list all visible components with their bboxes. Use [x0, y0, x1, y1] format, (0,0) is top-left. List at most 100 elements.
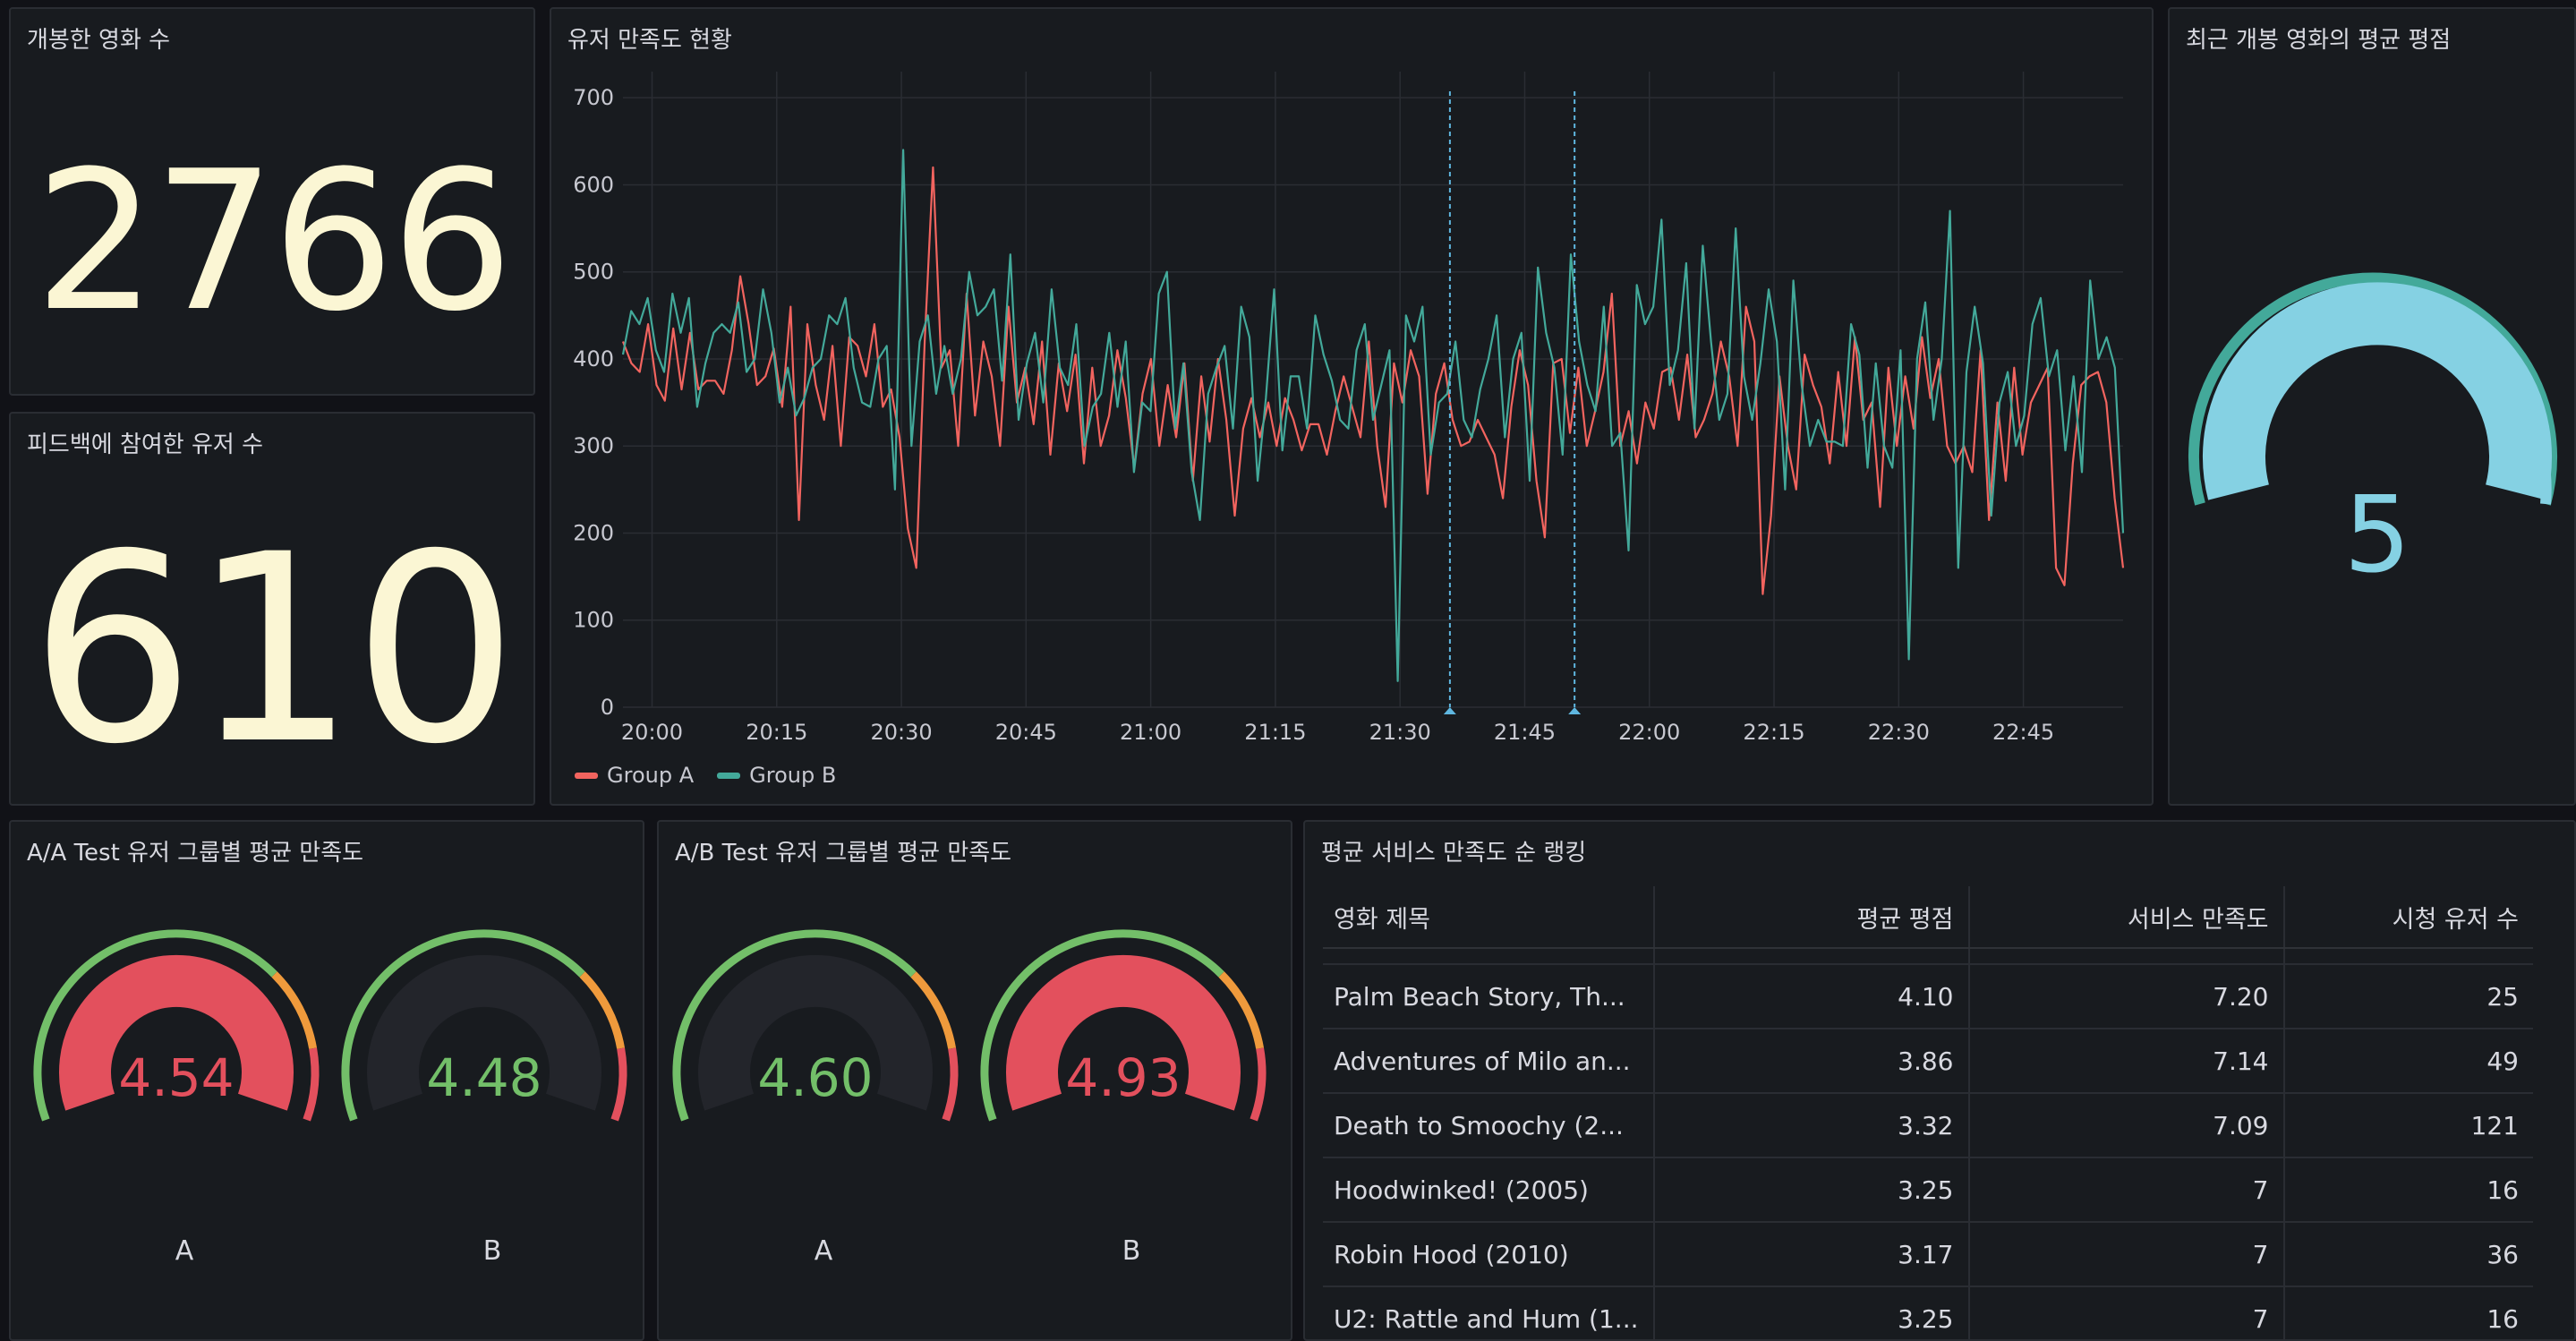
table-row[interactable]: Hoodwinked! (2005) 3.25 7 16 [1323, 1157, 2533, 1223]
series-line-group-a [621, 166, 2125, 595]
aa-test-gauges: 4.54 4.48 [33, 929, 627, 1122]
aa-test-panel: A/A Test 유저 그룹별 평균 만족도 4.54 4.48 A B [9, 820, 644, 1341]
cell-title: Robin Hood (2010) [1323, 1222, 1654, 1287]
cell-viewers: 49 [2282, 1029, 2533, 1094]
table-row[interactable]: Palm Beach Story, Th... 4.10 7.20 25 [1323, 964, 2533, 1029]
x-tick-label: 21:00 [1120, 720, 1181, 745]
column-header-title[interactable]: 영화 제목 [1323, 886, 1654, 949]
stat-value: 610 [30, 500, 518, 801]
table-row[interactable]: Death to Smoochy (2... 3.32 7.09 121 [1323, 1093, 2533, 1158]
gauge-label-b: B [1122, 1235, 1141, 1267]
cell-viewers: 36 [2282, 1222, 2533, 1287]
panel-title: 개봉한 영화 수 [27, 27, 171, 54]
ab-gauge-a-track [698, 954, 933, 1111]
legend-label-group-b: Group B [749, 763, 837, 788]
panel-title: 최근 개봉 영화의 평균 평점 [2186, 27, 2452, 54]
panel-title: A/A Test 유저 그룹별 평균 만족도 [27, 840, 364, 867]
stat-value: 2766 [34, 129, 513, 354]
y-tick-label: 200 [573, 520, 614, 545]
gauge-value: 5 [2343, 473, 2410, 596]
table-header-row: 영화 제목 평균 평점 서비스 만족도 시청 유저 수 [1323, 886, 2533, 949]
y-tick-label: 100 [573, 608, 614, 633]
cell-viewers: 16 [2282, 1157, 2533, 1223]
aa-gauge-a-threshold-red [303, 1047, 320, 1122]
table-spacer-row [1323, 948, 2533, 965]
gauge-fill-arc [2203, 282, 2552, 500]
aa-gauge-b-threshold-orange [579, 971, 626, 1049]
legend-swatch-group-a [575, 772, 598, 779]
y-tick-label: 500 [573, 260, 614, 285]
cell-satisfaction: 7 [1967, 1157, 2284, 1223]
table-row[interactable]: Robin Hood (2010) 3.17 7 36 [1323, 1222, 2533, 1287]
cell-title: U2: Rattle and Hum (1... [1323, 1286, 1654, 1339]
legend-label-group-a: Group A [607, 763, 695, 788]
timeseries-panel: 유저 만족도 현황 0 100 200 300 400 500 600 700 20:00 20:… [550, 7, 2154, 806]
column-header-viewers[interactable]: 시청 유저 수 [2282, 886, 2533, 949]
timeseries-chart: 0 100 200 300 400 500 600 700 20:00 20:15 20:30 20:… [573, 72, 2125, 745]
gauge-label-a: A [814, 1235, 833, 1267]
stat-panel-feedback-users: 피드백에 참여한 유저 수 610 [9, 412, 535, 806]
x-tick-label: 22:45 [1992, 720, 2054, 745]
table-row[interactable]: Adventures of Milo an... 3.86 7.14 49 [1323, 1029, 2533, 1094]
cell-satisfaction: 7.09 [1967, 1093, 2284, 1158]
ranking-panel: 평균 서비스 만족도 순 랭킹 영화 제목 평균 평점 서비스 만족도 시청 유… [1303, 820, 2576, 1341]
panel-title: 피드백에 참여한 유저 수 [27, 431, 263, 458]
cell-satisfaction: 7 [1967, 1286, 2284, 1339]
annotation-marker [1443, 707, 1456, 714]
ab-gauge-b-threshold-orange [1218, 971, 1265, 1049]
cell-avg-rating: 3.25 [1652, 1157, 1969, 1223]
ab-gauge-b-value: 4.93 [1065, 1047, 1181, 1108]
cell-satisfaction: 7 [1967, 1222, 2284, 1287]
ab-gauge-a-value: 4.60 [757, 1047, 873, 1108]
stat-panel-released-movies: 개봉한 영화 수 2766 [9, 7, 535, 396]
legend-item-group-b[interactable]: Group B [717, 763, 836, 788]
ab-gauge-a-threshold-red [942, 1047, 959, 1122]
x-tick-label: 22:30 [1868, 720, 1930, 745]
ab-gauge-a-threshold-green [672, 929, 917, 1122]
aa-gauge-b-value: 4.48 [426, 1047, 542, 1108]
cell-title: Death to Smoochy (2... [1323, 1093, 1654, 1158]
column-header-avg-rating[interactable]: 평균 평점 [1652, 886, 1969, 949]
x-tick-label: 21:30 [1369, 720, 1431, 745]
cell-title: Hoodwinked! (2005) [1323, 1157, 1654, 1223]
table-row[interactable]: U2: Rattle and Hum (1... 3.25 7 16 [1323, 1286, 2533, 1339]
x-tick-label: 21:45 [1494, 720, 1556, 745]
avg-rating-gauge-panel: 최근 개봉 영화의 평균 평점 5 [2168, 7, 2576, 806]
cell-avg-rating: 3.25 [1652, 1286, 1969, 1339]
x-tick-label: 22:00 [1618, 720, 1680, 745]
x-tick-label: 20:30 [870, 720, 932, 745]
aa-gauge-a-fill [59, 954, 294, 1111]
ab-gauge-b-threshold-red [1250, 1047, 1267, 1122]
column-header-satisfaction[interactable]: 서비스 만족도 [1967, 886, 2284, 949]
x-tick-label: 20:15 [746, 720, 807, 745]
avg-rating-gauge: 5 [2188, 272, 2557, 596]
x-tick-label: 20:45 [995, 720, 1057, 745]
cell-satisfaction: 7.14 [1967, 1029, 2284, 1094]
gauge-label-b: B [482, 1235, 502, 1267]
chart-legend: Group A Group B [575, 763, 836, 788]
panel-title: 유저 만족도 현황 [567, 27, 732, 54]
x-tick-label: 21:15 [1244, 720, 1306, 745]
cell-viewers: 16 [2282, 1286, 2533, 1339]
ab-test-panel: A/B Test 유저 그룹별 평균 만족도 4.60 4.93 A B [657, 820, 1292, 1341]
gauge-threshold-arc [2188, 272, 2557, 506]
cell-satisfaction: 7.20 [1967, 964, 2284, 1029]
legend-swatch-group-b [717, 772, 741, 779]
annotation-marker [1568, 707, 1582, 714]
legend-item-group-a[interactable]: Group A [575, 763, 694, 788]
ab-gauge-b-threshold-green [980, 929, 1224, 1122]
cell-avg-rating: 4.10 [1652, 964, 1969, 1029]
series-line-group-b [621, 149, 2125, 682]
aa-gauge-b-track [367, 954, 601, 1111]
aa-gauge-b-threshold-red [610, 1047, 627, 1122]
aa-gauge-b-threshold-green [341, 929, 585, 1122]
cell-title: Palm Beach Story, Th... [1323, 964, 1654, 1029]
gauge-label-a: A [175, 1235, 194, 1267]
x-tick-label: 20:00 [621, 720, 683, 745]
panel-title: A/B Test 유저 그룹별 평균 만족도 [675, 840, 1012, 867]
panel-title: 평균 서비스 만족도 순 랭킹 [1321, 840, 1587, 867]
y-tick-label: 400 [573, 346, 614, 372]
y-tick-label: 700 [573, 85, 614, 110]
ab-gauge-b-fill [1006, 954, 1241, 1111]
ab-test-gauges: 4.60 4.93 [672, 929, 1267, 1122]
